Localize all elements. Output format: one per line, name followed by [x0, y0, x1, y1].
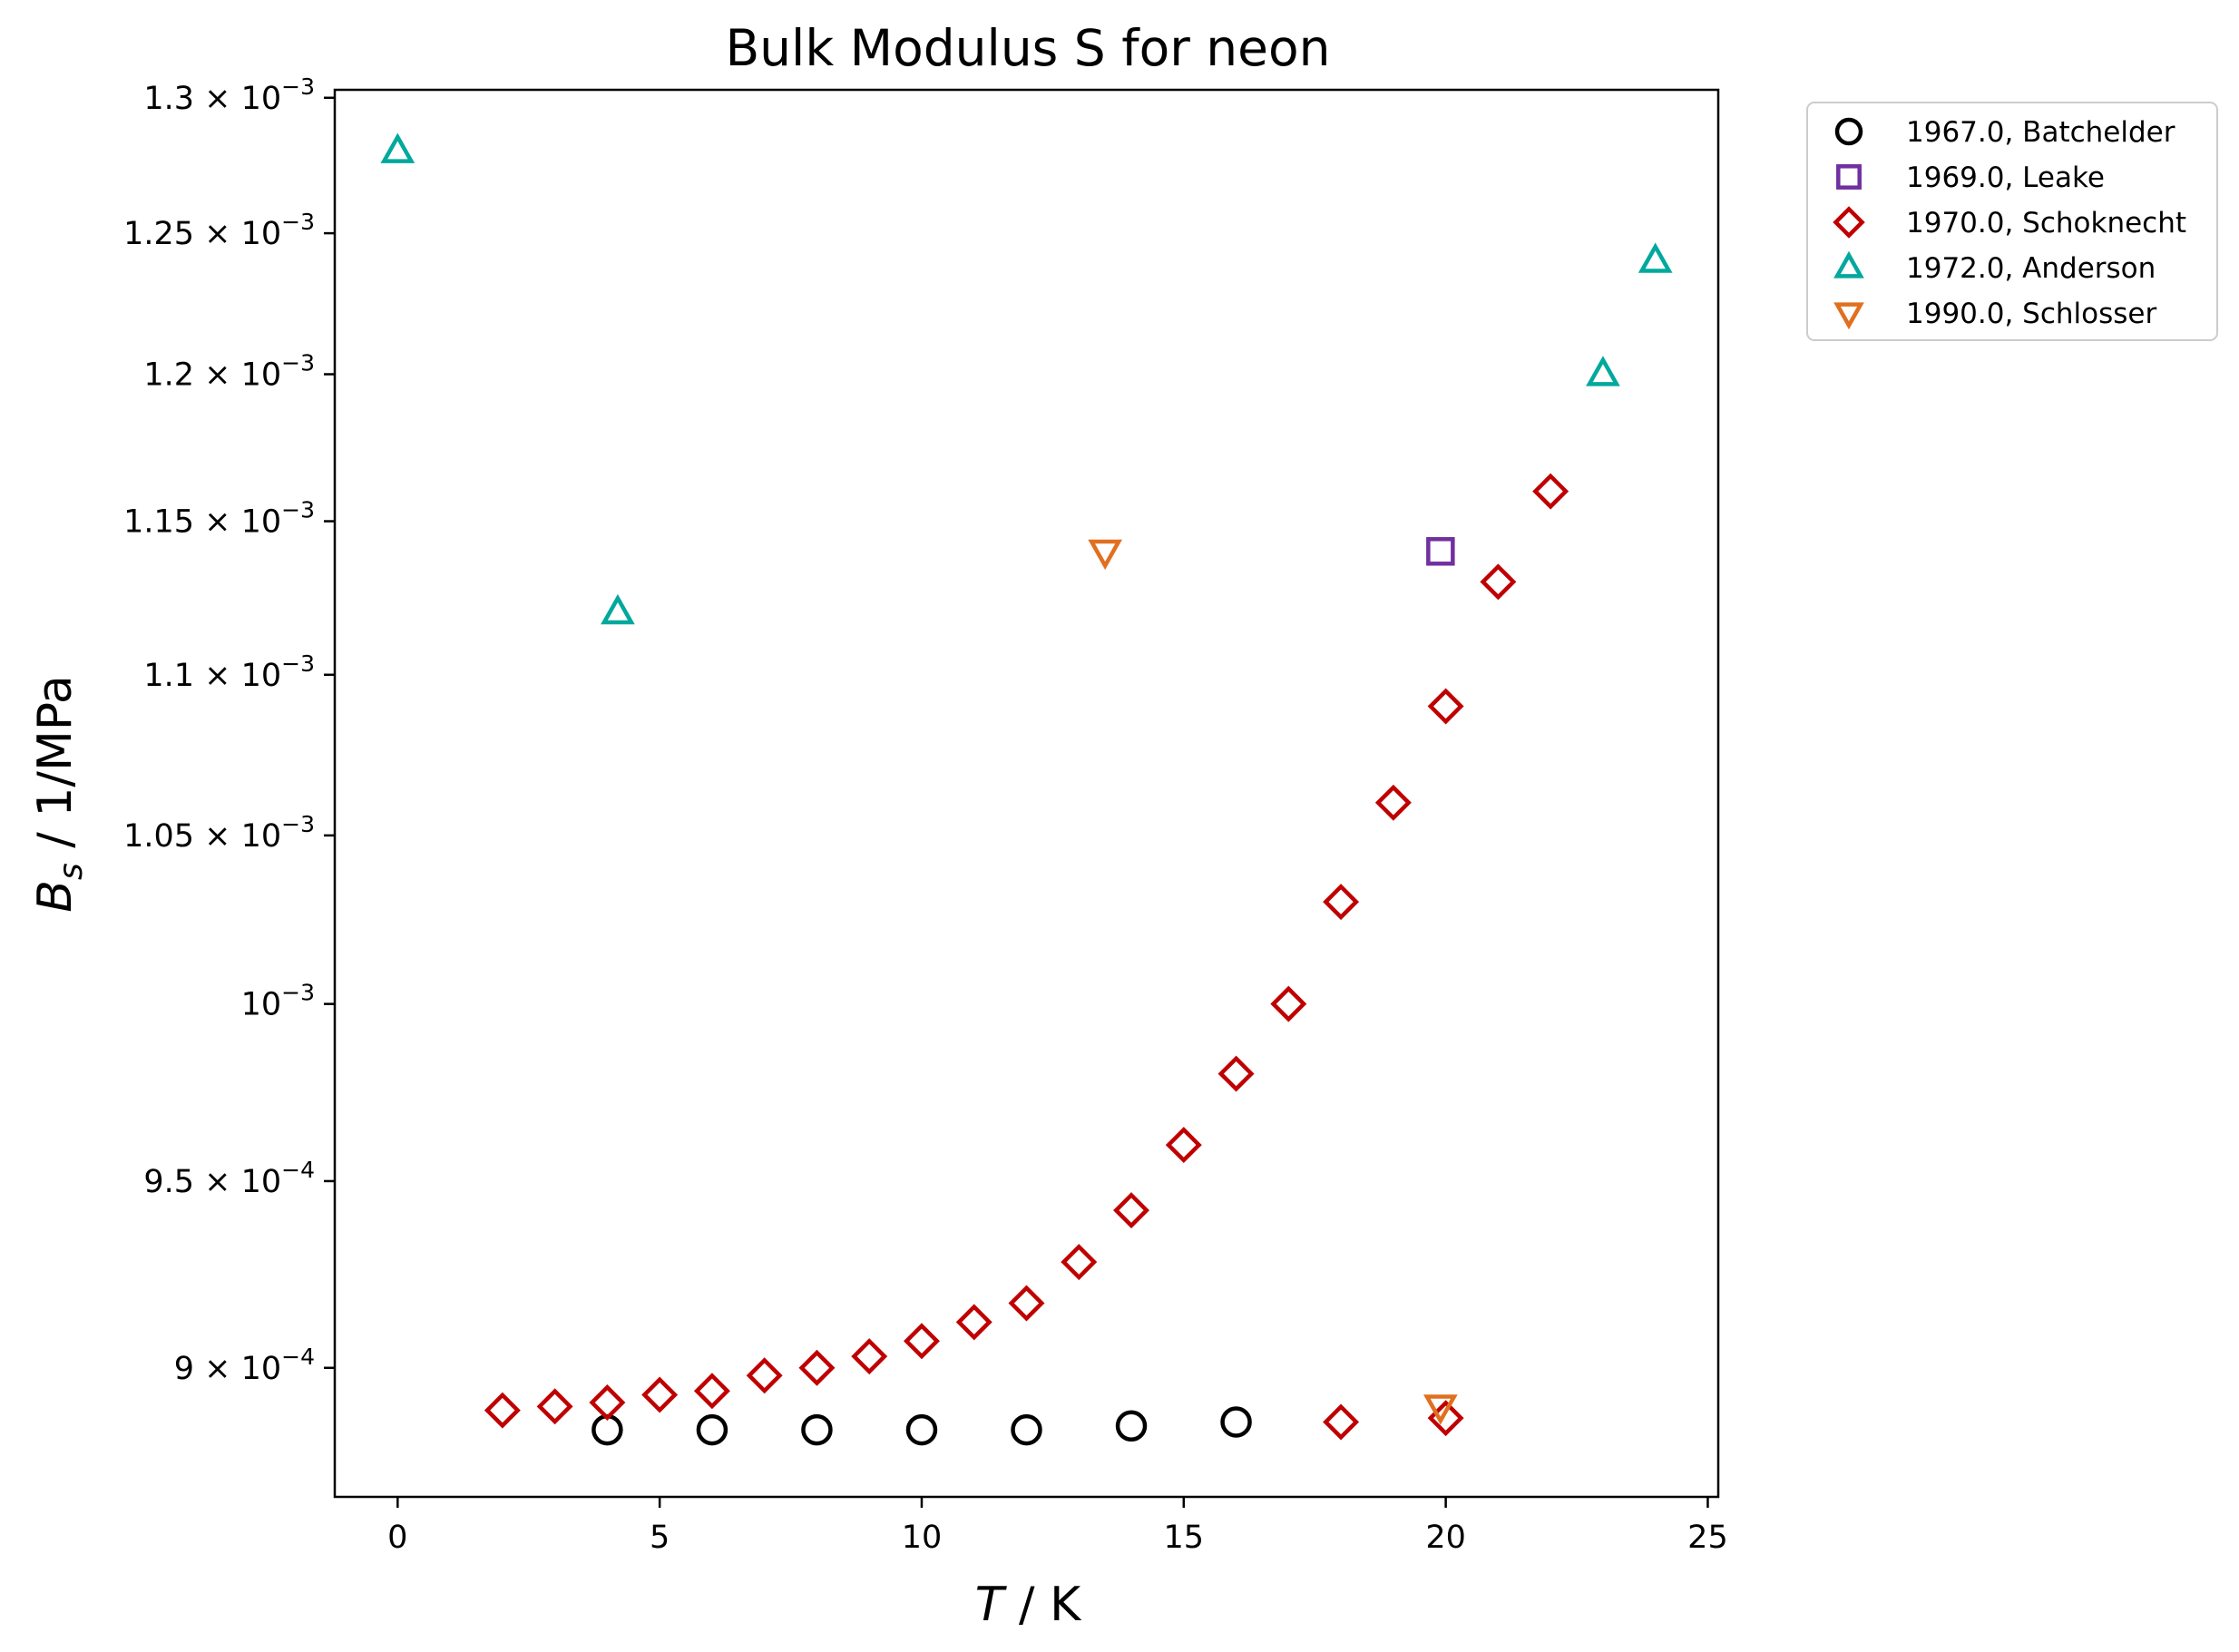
legend-label: 1967.0, Batchelder — [1906, 116, 2175, 149]
legend-label: 1970.0, Schoknecht — [1906, 207, 2186, 239]
data-point — [1113, 1192, 1150, 1229]
x-tick-label: 5 — [650, 1520, 670, 1556]
series-2 — [484, 473, 1569, 1441]
y-tick-label: 1.15 × 10−3 — [123, 497, 315, 541]
data-point — [1480, 563, 1517, 601]
x-tick-label: 0 — [387, 1520, 407, 1556]
series-1 — [1426, 537, 1455, 566]
series-4 — [1088, 539, 1458, 1425]
legend-marker — [1834, 117, 1863, 146]
legend-label: 1990.0, Schlosser — [1906, 298, 2157, 330]
x-axis: 0 5 10 15 20 25 — [387, 1497, 1728, 1556]
data-point — [1165, 1127, 1202, 1164]
data-point — [1427, 688, 1464, 725]
data-point — [1423, 1394, 1458, 1425]
series-3 — [380, 132, 1673, 625]
data-point — [903, 1323, 940, 1360]
y-tick-label: 9 × 10−4 — [174, 1344, 315, 1387]
legend-marker — [1833, 206, 1865, 239]
data-point — [1061, 1244, 1098, 1281]
data-point — [905, 1413, 938, 1446]
y-tick-label: 1.05 × 10−3 — [123, 811, 315, 855]
data-point — [601, 593, 635, 625]
data-point — [1088, 539, 1123, 571]
x-tick-label: 15 — [1164, 1520, 1205, 1556]
data-point — [1220, 1406, 1252, 1438]
data-point — [1011, 1413, 1042, 1446]
x-tick-label: 25 — [1687, 1520, 1728, 1556]
x-axis-label: T / K — [975, 1578, 1082, 1632]
data-point — [1638, 242, 1673, 273]
legend-item: 1969.0, Leake — [1836, 161, 2105, 194]
y-tick-label: 10−3 — [241, 980, 315, 1023]
data-point — [484, 1392, 521, 1429]
chart-title: Bulk Modulus S for neon — [725, 19, 1330, 77]
x-tick-label: 20 — [1425, 1520, 1466, 1556]
data-point — [801, 1413, 833, 1446]
data-point — [1323, 1403, 1360, 1441]
legend-box — [1806, 102, 2218, 341]
legend-label: 1969.0, Leake — [1906, 161, 2105, 194]
y-axis: 9 × 10−4 9.5 × 10−4 10−3 1.05 × 10−3 1.1 × 1… — [123, 73, 335, 1387]
x-tick-label: 10 — [902, 1520, 943, 1556]
data-point — [693, 1373, 730, 1410]
data-point — [955, 1304, 992, 1341]
data-points — [380, 132, 1673, 1446]
legend-item: 1972.0, Anderson — [1833, 250, 2156, 285]
data-point — [1586, 356, 1620, 386]
legend-item: 1970.0, Schoknecht — [1833, 206, 2186, 239]
y-tick-label: 1.25 × 10−3 — [123, 209, 315, 252]
y-tick-label: 9.5 × 10−4 — [143, 1157, 315, 1200]
plot-area — [333, 88, 1720, 1499]
data-point — [1008, 1285, 1045, 1322]
data-point — [696, 1413, 728, 1446]
legend-marker — [1833, 250, 1864, 279]
data-point — [1426, 537, 1455, 566]
legend-item: 1990.0, Schlosser — [1833, 298, 2157, 330]
data-point — [1270, 985, 1307, 1022]
data-point — [798, 1349, 836, 1386]
data-point — [536, 1388, 573, 1425]
legend-marker — [1836, 164, 1862, 190]
data-point — [641, 1376, 679, 1413]
data-point — [1217, 1055, 1255, 1092]
legend: 1967.0, Batchelder 1969.0, Leake 1970.0, S… — [1806, 102, 2218, 341]
y-tick-label: 1.2 × 10−3 — [143, 350, 315, 394]
legend-label: 1972.0, Anderson — [1906, 252, 2156, 285]
data-point — [1323, 884, 1360, 921]
data-point — [1532, 473, 1569, 510]
y-tick-label: 1.1 × 10−3 — [143, 650, 315, 694]
data-point — [851, 1338, 888, 1375]
data-point — [1115, 1410, 1148, 1442]
y-tick-label: 1.3 × 10−3 — [143, 73, 315, 117]
data-point — [1374, 784, 1412, 821]
data-point — [589, 1384, 626, 1422]
legend-item: 1967.0, Batchelder — [1834, 116, 2175, 149]
y-axis-label: Bs / 1/MPa — [28, 675, 90, 912]
data-point — [380, 132, 416, 163]
data-point — [746, 1357, 783, 1394]
legend-marker — [1833, 302, 1864, 330]
